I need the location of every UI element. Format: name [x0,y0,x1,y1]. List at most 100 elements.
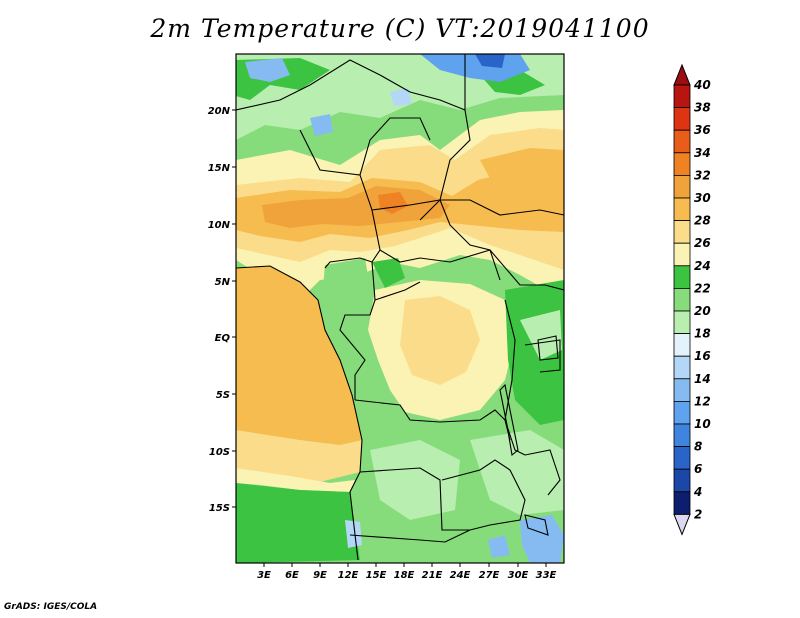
coastline-west [236,265,363,561]
colorbar-swatch [673,378,691,402]
colorbar-swatch [673,333,691,357]
lon-label: 33E [536,570,557,581]
colorbar-label: 14 [694,372,711,386]
field-ocean-28 [236,266,362,445]
colorbar-label: 10 [694,417,711,431]
lon-label: 9E [313,570,327,581]
colorbar-label: 26 [694,236,711,250]
border-8 [379,249,491,263]
lat-label: EQ [215,333,231,344]
colorbar-swatch [673,107,691,131]
colorbar-swatch [673,265,691,289]
border-16 [349,529,471,543]
border-13 [524,449,561,496]
colorbar-swatch [673,84,691,109]
colorbar-swatch [673,197,691,222]
border-11 [354,399,511,441]
field-east-light [520,310,562,360]
colorbar-label: 28 [694,214,711,228]
temperature-field [236,54,564,563]
lat-label: 10N [208,220,231,231]
colorbar-label: 22 [694,281,711,295]
colorbar-swatch [673,400,691,425]
field-ocean-26 [236,430,362,482]
field-warm-32 [262,186,450,228]
lon-label: 6E [285,570,299,581]
lon-label: 30E [508,570,529,581]
field-blue-4 [310,114,333,136]
colorbar-label: 30 [694,191,711,205]
field-south-east-light [470,430,564,515]
border-10 [374,281,421,301]
lat-label: 10S [209,447,230,458]
colorbar-under-arrow [673,513,691,536]
border-6 [440,199,564,216]
colorbar-label: 32 [694,168,711,182]
lat-label: 5N [215,277,231,288]
grads-credit: GrADS: IGES/COLA [4,602,98,612]
colorbar-swatch [673,174,691,199]
lat-label: 5S [216,390,230,401]
colorbar-swatch [673,129,691,154]
lon-label: 3E [257,570,271,581]
colorbar-swatch [673,220,691,244]
colorbar-swatch [673,310,691,335]
colorbar-label: 2 [694,507,702,521]
colorbar-label: 4 [693,485,702,499]
field-south-green [236,483,360,563]
colorbar-label: 16 [694,349,711,363]
field-blue-3 [475,54,505,68]
country-borders [236,54,564,561]
colorbar-label: 38 [694,101,711,115]
border-15 [441,459,526,531]
field-blue-south-3 [488,535,510,558]
field-blue-south-1 [520,515,564,563]
field-cam-green [372,258,405,288]
colorbar-swatch [673,287,691,312]
colorbar-over-arrow [673,63,691,86]
colorbar-swatch [673,468,691,493]
lat-axis: 20N 15N 10N 5N EQ 5S 10S 15S [208,106,236,514]
lon-label: 12E [338,570,359,581]
lon-label: 24E [450,570,471,581]
border-2 [419,54,471,221]
colorbar-swatch [673,152,691,176]
colorbar-label: 24 [694,259,711,273]
border-3 [299,117,431,176]
colorbar-swatch [673,423,691,448]
colorbar-label: 34 [694,146,711,160]
colorbar-label: 20 [694,304,711,318]
colorbar-label: 40 [693,78,711,92]
lat-label: 20N [208,106,231,117]
colorbar-label: 18 [694,327,711,341]
colorbar-label: 36 [694,123,711,137]
lake-tanganyika [499,383,519,457]
field-gabon-green [322,258,372,350]
lat-label: 15S [209,503,230,514]
lon-label: 27E [479,570,500,581]
colorbar-swatch [673,491,691,515]
border-17 [524,339,561,373]
field-blue-1 [245,58,290,82]
field-blue-south-2 [345,520,362,548]
field-blue-5 [390,88,412,106]
border-7 [489,249,564,291]
lon-label: 18E [394,570,415,581]
colorbar-swatch [673,355,691,380]
field-ocean-24 [236,468,355,492]
border-9 [339,261,376,400]
colorbar-label: 8 [694,440,702,454]
field-warm-ne [480,148,564,190]
lat-label: 15N [208,163,231,174]
lon-axis: 3E 6E 9E 12E 15E 18E 21E 24E 27E 30E 33E [257,563,557,581]
colorbar: 40 38 36 34 32 30 28 26 24 22 20 18 16 14 12 10 8 6 4 2 [673,63,711,536]
colorbar-label: 12 [694,394,711,408]
lake-victoria [537,335,559,361]
border-14 [359,467,470,531]
colorbar-swatch [673,242,691,267]
colorbar-label: 6 [694,462,702,476]
field-congo-28 [400,296,480,385]
map-frame [235,53,565,564]
field-south-central-light [370,440,460,520]
